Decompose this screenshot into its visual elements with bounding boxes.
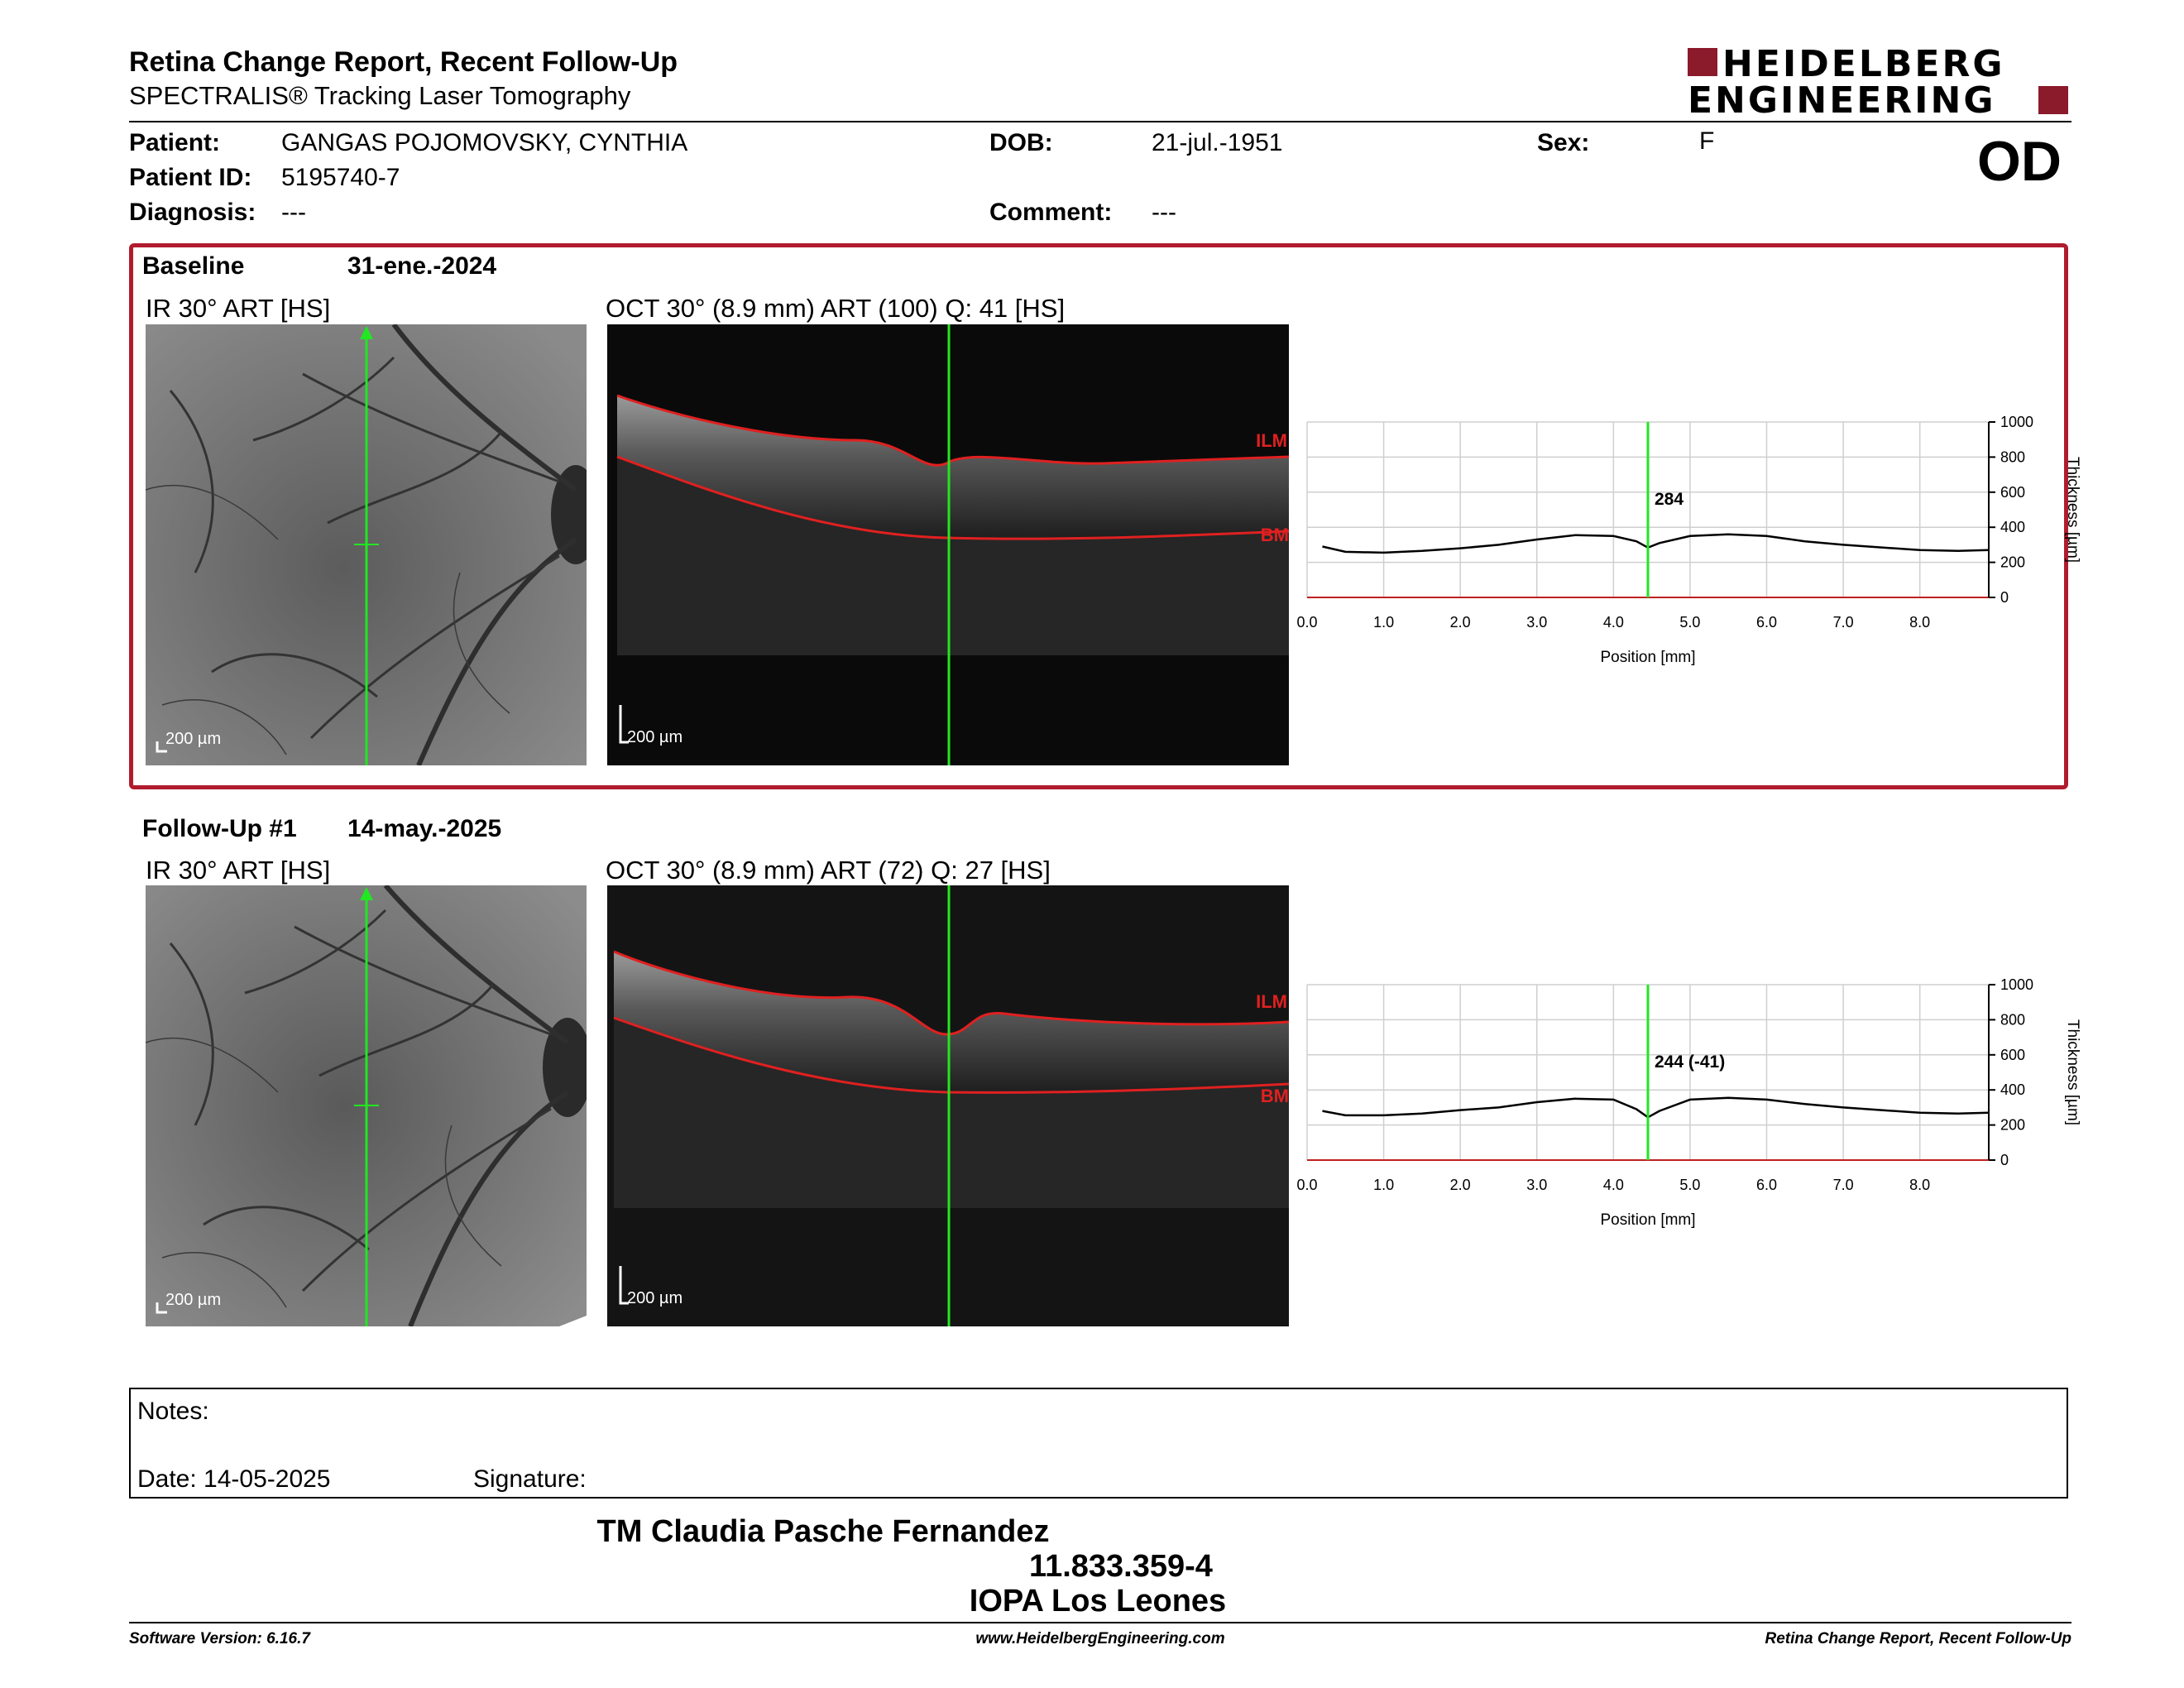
x-tick-label: 6.0 [1756, 1177, 1777, 1193]
x-tick-label: 4.0 [1603, 1177, 1624, 1193]
y-tick-label: 200 [2000, 554, 2025, 571]
footer-website-link[interactable]: www.HeidelbergEngineering.com [975, 1630, 1225, 1647]
x-tick-label: 6.0 [1756, 614, 1777, 631]
x-tick-label: 7.0 [1833, 614, 1854, 631]
followup-ir-fundus-image: 200 µm [146, 885, 587, 1326]
x-tick-label: 5.0 [1679, 1177, 1700, 1193]
followup-date: 14-may.-2025 [347, 815, 502, 842]
y-tick-label: 1000 [2000, 414, 2033, 430]
x-tick-label: 3.0 [1526, 614, 1547, 631]
followup-oct-scale: 200 µm [627, 1289, 683, 1307]
patient-name: GANGAS POJOMOVSKY, CYNTHIA [281, 129, 688, 156]
y-tick-label: 400 [2000, 519, 2025, 535]
cursor-value-label: 244 (-41) [1655, 1053, 1725, 1072]
baseline-bm-label: BM [1260, 525, 1289, 545]
followup-bm-label: BM [1260, 1086, 1289, 1106]
sex-label: Sex: [1537, 129, 1590, 156]
y-axis-label: Thickness [µm] [2064, 1019, 2081, 1125]
stamp-id: 11.833.359-4 [1029, 1549, 1213, 1584]
x-tick-label: 1.0 [1373, 1177, 1394, 1193]
y-tick-label: 0 [2000, 589, 2009, 606]
y-tick-label: 600 [2000, 1047, 2025, 1063]
y-tick-label: 0 [2000, 1152, 2009, 1168]
x-tick-label: 7.0 [1833, 1177, 1854, 1193]
x-tick-label: 0.0 [1296, 614, 1317, 631]
signature-label: Signature: [473, 1465, 587, 1493]
baseline-ir-caption: IR 30° ART [HS] [146, 294, 331, 323]
followup-thickness-chart: 0.0 1.0 2.0 3.0 4.0 5.0 6.0 7.0 8.0 0 200 400 600 800… [1296, 976, 2081, 1229]
x-tick-label: 5.0 [1679, 614, 1700, 631]
x-tick-label: 8.0 [1909, 1177, 1930, 1193]
sex-value: F [1699, 127, 1715, 155]
y-tick-label: 200 [2000, 1117, 2025, 1134]
followup-label: Follow-Up #1 [142, 815, 297, 842]
notes-label: Notes: [137, 1398, 209, 1425]
diagnosis-value: --- [281, 199, 306, 226]
baseline-oct-scale: 200 µm [627, 728, 683, 746]
dob-label: DOB: [989, 129, 1053, 156]
baseline-date: 31-ene.-2024 [347, 252, 497, 280]
x-tick-label: 1.0 [1373, 614, 1394, 631]
report-subtitle: SPECTRALIS® Tracking Laser Tomography [129, 81, 631, 110]
baseline-label: Baseline [142, 252, 245, 280]
y-tick-label: 400 [2000, 1081, 2025, 1098]
footer-software-version: Software Version: 6.16.7 [129, 1630, 310, 1647]
stamp-institution: IOPA Los Leones [969, 1584, 1227, 1618]
heidelberg-logo: HEIDELBERG ENGINEERING [1688, 43, 2076, 122]
baseline-oct-bscan-image: ILM BM 200 µm [607, 324, 1289, 765]
x-tick-label: 4.0 [1603, 614, 1624, 631]
x-axis-label: Position [mm] [1600, 649, 1695, 666]
patient-id-label: Patient ID: [129, 164, 252, 191]
baseline-ilm-label: ILM [1256, 430, 1287, 451]
followup-oct-bscan-image: ILM BM 200 µm [607, 885, 1289, 1326]
logo-line2: ENGINEERING [1688, 79, 1996, 122]
baseline-ir-scale: 200 µm [165, 730, 222, 748]
followup-ir-caption: IR 30° ART [HS] [146, 856, 331, 885]
dob-value: 21-jul.-1951 [1152, 129, 1283, 156]
notes-box[interactable]: Notes: Date: 14-05-2025 Signature: [129, 1388, 2068, 1499]
y-tick-label: 800 [2000, 448, 2025, 465]
followup-oct-caption: OCT 30° (8.9 mm) ART (72) Q: 27 [HS] [606, 856, 1051, 885]
stamp-name: TM Claudia Pasche Fernandez [596, 1514, 1050, 1549]
thickness-series-line [1322, 1096, 1990, 1119]
baseline-oct-caption: OCT 30° (8.9 mm) ART (100) Q: 41 [HS] [606, 294, 1066, 323]
y-axis-label: Thickness [µm] [2064, 457, 2081, 563]
baseline-thickness-chart: 0.0 1.0 2.0 3.0 4.0 5.0 6.0 7.0 8.0 0 200 400 600 800… [1296, 414, 2081, 666]
patient-label: Patient: [129, 129, 221, 156]
x-tick-label: 3.0 [1526, 1177, 1547, 1193]
followup-ir-scale: 200 µm [165, 1291, 222, 1309]
cursor-value-label: 284 [1655, 490, 1684, 509]
patient-id-value: 5195740-7 [281, 164, 400, 191]
comment-label: Comment: [989, 199, 1113, 226]
diagnosis-label: Diagnosis: [129, 199, 256, 226]
footer-report-title: Retina Change Report, Recent Follow-Up [1765, 1630, 2071, 1647]
y-tick-label: 600 [2000, 484, 2025, 501]
x-tick-label: 2.0 [1450, 614, 1471, 631]
x-tick-label: 2.0 [1450, 1177, 1471, 1193]
baseline-ir-fundus-image: 200 µm [146, 324, 587, 765]
y-tick-label: 800 [2000, 1011, 2025, 1028]
report-title: Retina Change Report, Recent Follow-Up [129, 46, 678, 78]
notes-date: Date: 14-05-2025 [137, 1465, 331, 1493]
logo-line1: HEIDELBERG [1722, 43, 2005, 85]
x-tick-label: 0.0 [1296, 1177, 1317, 1193]
followup-ilm-label: ILM [1256, 991, 1287, 1012]
comment-value: --- [1152, 199, 1176, 226]
eye-indicator: OD [1977, 130, 2062, 193]
y-tick-label: 1000 [2000, 976, 2033, 993]
x-tick-label: 8.0 [1909, 614, 1930, 631]
x-axis-label: Position [mm] [1600, 1211, 1695, 1229]
baseline-frame [129, 243, 2068, 789]
thickness-series-line [1322, 533, 1990, 554]
